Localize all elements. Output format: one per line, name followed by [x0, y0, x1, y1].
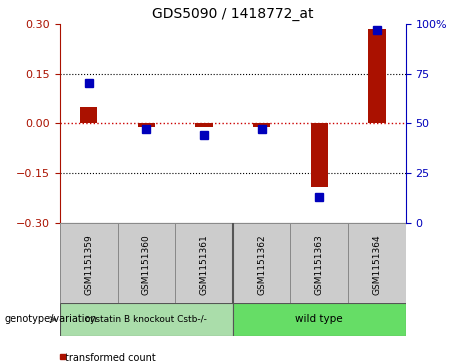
Bar	[138, 123, 155, 127]
Title: GDS5090 / 1418772_at: GDS5090 / 1418772_at	[152, 7, 313, 21]
Bar	[60, 303, 233, 336]
Bar	[368, 29, 385, 123]
Bar	[348, 223, 406, 303]
Bar	[253, 123, 270, 127]
Text: GSM1151359: GSM1151359	[84, 234, 93, 295]
Text: transformed count: transformed count	[65, 352, 155, 363]
Text: cystatin B knockout Cstb-/-: cystatin B knockout Cstb-/-	[85, 315, 207, 324]
Text: GSM1151364: GSM1151364	[372, 234, 381, 295]
Bar	[233, 223, 290, 303]
Bar	[60, 354, 65, 359]
Text: GSM1151363: GSM1151363	[315, 234, 324, 295]
Bar	[118, 223, 175, 303]
Text: GSM1151362: GSM1151362	[257, 234, 266, 295]
Text: wild type: wild type	[296, 314, 343, 325]
Bar	[311, 123, 328, 187]
Bar	[175, 223, 233, 303]
Text: genotype/variation: genotype/variation	[5, 314, 97, 325]
Text: GSM1151360: GSM1151360	[142, 234, 151, 295]
Bar	[60, 223, 118, 303]
Bar	[233, 303, 406, 336]
Bar	[80, 107, 97, 123]
Bar	[195, 123, 213, 127]
Bar	[290, 223, 348, 303]
Text: GSM1151361: GSM1151361	[200, 234, 208, 295]
